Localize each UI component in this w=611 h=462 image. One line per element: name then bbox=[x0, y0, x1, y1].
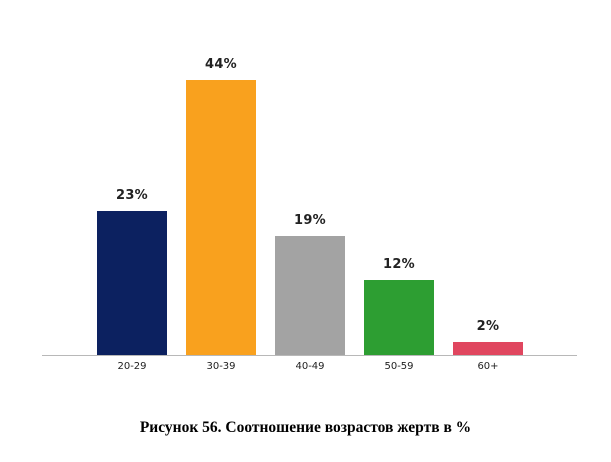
value-label-20-29: 23% bbox=[115, 188, 149, 203]
category-label-40-49: 40-49 bbox=[295, 361, 325, 372]
category-label-30-39: 30-39 bbox=[206, 361, 236, 372]
category-label-20-29: 20-29 bbox=[117, 361, 147, 372]
value-label-30-39: 44% bbox=[204, 57, 238, 72]
figure-caption: Рисунок 56. Соотношение возрастов жертв … bbox=[139, 419, 472, 436]
category-label-50-59: 50-59 bbox=[384, 361, 414, 372]
bar-30-39 bbox=[186, 80, 256, 355]
value-label-60-plus: 2% bbox=[476, 319, 500, 334]
bar-20-29 bbox=[97, 211, 167, 355]
value-label-50-59: 12% bbox=[382, 257, 416, 272]
bar-50-59 bbox=[364, 280, 434, 355]
bar-60-plus bbox=[453, 342, 523, 355]
bar-40-49 bbox=[275, 236, 345, 355]
category-label-60-plus: 60+ bbox=[477, 361, 499, 372]
value-label-40-49: 19% bbox=[293, 213, 327, 228]
x-axis-line bbox=[42, 355, 577, 356]
